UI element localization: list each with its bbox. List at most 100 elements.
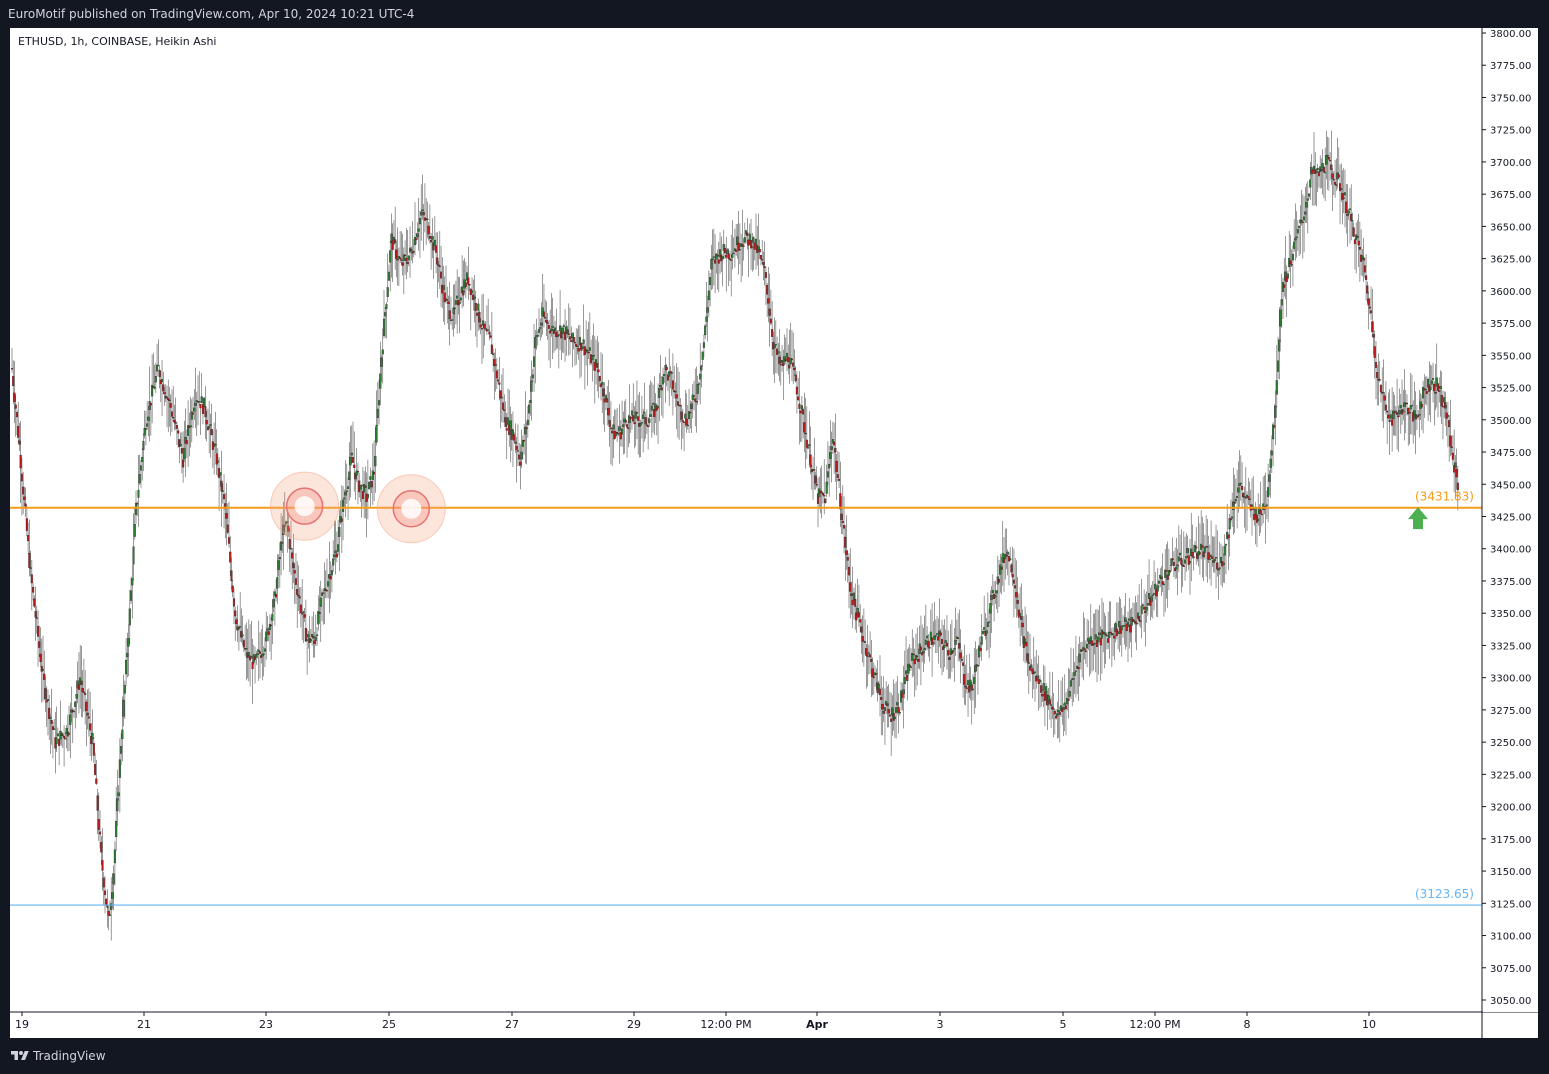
candle bbox=[256, 648, 259, 659]
candle-body bbox=[328, 574, 331, 579]
candle bbox=[670, 370, 673, 396]
candle-body bbox=[555, 331, 558, 338]
candle bbox=[664, 356, 667, 403]
candle bbox=[1322, 165, 1325, 199]
candle-body bbox=[1148, 593, 1151, 599]
candle-body bbox=[84, 692, 87, 695]
candle-body bbox=[320, 592, 324, 596]
candle-body bbox=[573, 342, 577, 344]
candle bbox=[880, 675, 883, 736]
candle bbox=[260, 629, 263, 664]
candle bbox=[1404, 390, 1407, 434]
candle-body bbox=[1317, 171, 1321, 177]
candle-body bbox=[1351, 220, 1354, 222]
candle bbox=[683, 421, 686, 452]
candle-body bbox=[674, 391, 677, 393]
candle bbox=[250, 620, 253, 659]
candle bbox=[957, 613, 960, 662]
candle bbox=[907, 647, 910, 676]
candle-body bbox=[325, 590, 329, 592]
candle-body bbox=[1278, 339, 1281, 352]
candle bbox=[103, 876, 107, 914]
candle bbox=[1088, 637, 1091, 677]
candle bbox=[1238, 450, 1241, 509]
candle-body bbox=[893, 716, 896, 720]
candle-body bbox=[96, 795, 99, 811]
candle bbox=[1414, 391, 1417, 455]
candle-body bbox=[886, 703, 889, 706]
candle-body bbox=[520, 451, 523, 460]
candle bbox=[660, 376, 663, 416]
candle bbox=[860, 618, 863, 654]
candle bbox=[267, 627, 270, 642]
candle bbox=[761, 239, 764, 265]
candle-body bbox=[497, 379, 500, 382]
candle bbox=[377, 379, 381, 425]
candle bbox=[174, 397, 177, 430]
candle-body bbox=[64, 738, 67, 740]
candle-body bbox=[1449, 435, 1452, 447]
tradingview-brand[interactable]: TradingView bbox=[33, 1049, 106, 1063]
candle-body bbox=[1151, 594, 1154, 596]
candle bbox=[302, 610, 305, 643]
candle bbox=[608, 392, 611, 447]
candle bbox=[1275, 345, 1278, 408]
candle-body bbox=[741, 244, 744, 246]
candle bbox=[1005, 528, 1008, 570]
candle-body bbox=[1305, 201, 1308, 208]
candle bbox=[96, 789, 99, 835]
candle-body bbox=[377, 400, 381, 406]
candle bbox=[885, 681, 888, 715]
candle bbox=[1176, 549, 1179, 596]
candle-body bbox=[572, 337, 575, 342]
candle-body bbox=[257, 649, 260, 653]
tradingview-logo-icon[interactable] bbox=[10, 1049, 30, 1063]
candle bbox=[633, 406, 636, 449]
candle bbox=[990, 586, 993, 633]
candle bbox=[20, 457, 23, 516]
candle bbox=[1114, 621, 1117, 643]
candle-body bbox=[1334, 181, 1337, 185]
candle-body bbox=[1092, 644, 1095, 646]
candle-body bbox=[736, 236, 739, 246]
candle bbox=[139, 459, 143, 488]
chart-pane[interactable]: (3431.83) (3123.65) 3800.00 3775.00 3750.00… bbox=[10, 28, 1538, 1038]
candle-body bbox=[857, 612, 860, 618]
candle-body bbox=[726, 249, 729, 255]
candle bbox=[1334, 159, 1337, 198]
candle bbox=[72, 708, 76, 718]
candle-body bbox=[1175, 566, 1178, 570]
candle bbox=[556, 330, 559, 349]
candle-body bbox=[865, 648, 868, 656]
candle-body bbox=[805, 439, 808, 448]
candle bbox=[36, 610, 40, 667]
candle-body bbox=[395, 249, 398, 259]
candle bbox=[870, 639, 873, 697]
candle-body bbox=[494, 364, 497, 366]
candle-body bbox=[1417, 415, 1420, 417]
candle-body bbox=[746, 232, 749, 236]
candle-body bbox=[829, 452, 832, 459]
candle-body bbox=[1179, 552, 1182, 556]
price-axis[interactable] bbox=[1483, 28, 1538, 1012]
price-chart[interactable]: (3431.83)(3123.65) 3800.003775.003750.00… bbox=[10, 28, 1538, 1038]
candle bbox=[666, 371, 670, 392]
candle-body bbox=[1373, 346, 1376, 358]
candle-body bbox=[840, 513, 843, 520]
candle-body bbox=[896, 702, 899, 706]
candle-body bbox=[940, 638, 944, 645]
candle bbox=[544, 299, 547, 323]
candle-body bbox=[1374, 362, 1378, 368]
candle-body bbox=[1084, 650, 1087, 653]
candle-body bbox=[74, 701, 77, 708]
candle-body bbox=[309, 639, 312, 642]
candle-body bbox=[1198, 552, 1201, 555]
candle-body bbox=[1283, 284, 1286, 288]
candle bbox=[835, 454, 838, 500]
candle-body bbox=[158, 370, 161, 377]
candle bbox=[312, 611, 315, 658]
candle bbox=[441, 257, 444, 308]
candle-body bbox=[787, 356, 790, 363]
candle bbox=[1061, 677, 1064, 725]
candle-body bbox=[340, 518, 343, 522]
